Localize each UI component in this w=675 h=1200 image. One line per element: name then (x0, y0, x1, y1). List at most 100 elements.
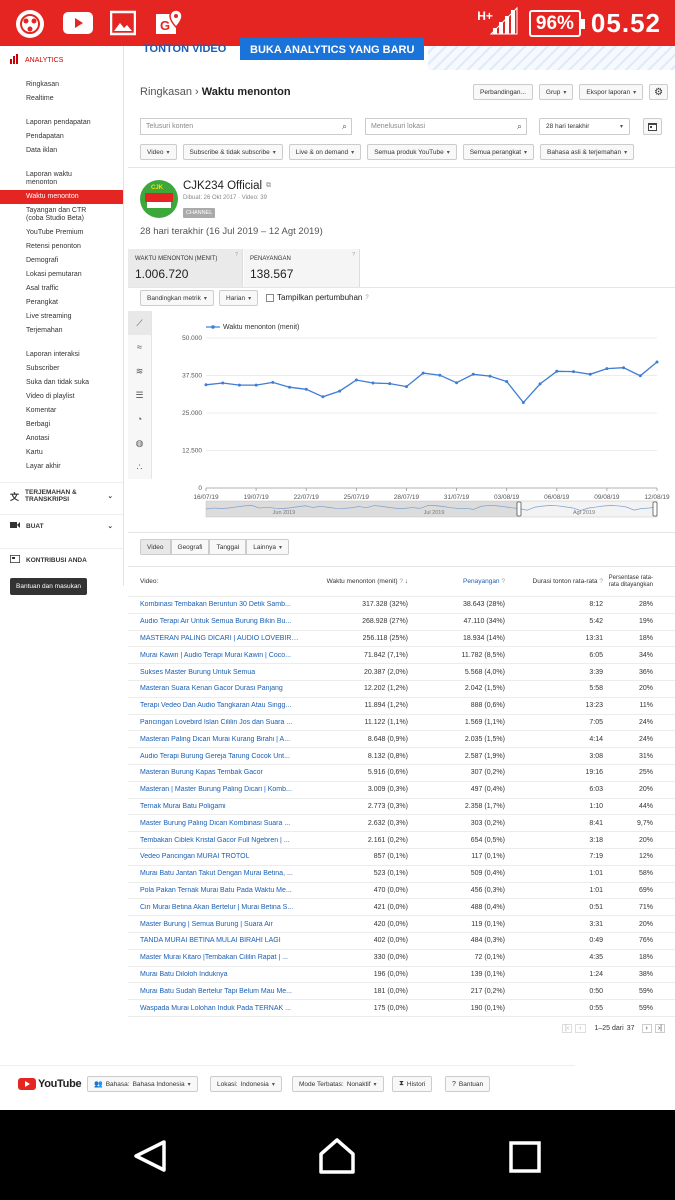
prev-page-button[interactable]: ‹ (575, 1024, 586, 1034)
video-title-link[interactable]: Audio Terapi Burung Gereja Tarung Cocok … (140, 752, 290, 760)
next-page-button[interactable]: › (641, 1024, 652, 1034)
compare-metric-select[interactable]: Bandingkan metrik ▾ (140, 290, 214, 306)
date-range-select[interactable]: 28 hari terakhir ▾ (539, 118, 630, 135)
sort-watch-time[interactable]: Waktu menonton (menit) ? ↓ (326, 578, 408, 585)
sidebar-item-layar-akhir[interactable]: Layar akhir (26, 463, 61, 470)
channel-name[interactable]: CJK234 Official (183, 180, 263, 192)
sidebar-item-demografi[interactable]: Demografi (26, 257, 59, 264)
feedback-button[interactable]: Bantuan dan masukan (10, 578, 88, 595)
filter-product[interactable]: Semua produk YouTube ▾ (367, 144, 457, 160)
sidebar-item-tayangan-ctr[interactable]: Tayangan dan CTR (coba Studio Beta) (26, 207, 87, 222)
video-title-link[interactable]: Master Burung Paling Dicari Kombinasi Su… (140, 819, 291, 827)
growth-checkbox[interactable] (266, 293, 274, 302)
sidebar-section-create[interactable]: BUAT ⌄ (0, 514, 123, 534)
help-button[interactable]: ? Bantuan (445, 1076, 491, 1092)
video-title-link[interactable]: Murai Kawin | Audio Terapi Murai Kawin |… (140, 651, 291, 659)
breadcrumb-ringkasan[interactable]: Ringkasan (140, 86, 192, 98)
bar-chart-icon[interactable]: ☰ (135, 389, 144, 400)
tab-geografi[interactable]: Geografi (170, 539, 210, 555)
last-page-button[interactable]: ›| (654, 1024, 665, 1034)
sidebar-item-live-streaming[interactable]: Live streaming (26, 313, 72, 320)
sidebar-item-berbagi[interactable]: Berbagi (26, 421, 51, 428)
sidebar-item-data-iklan[interactable]: Data iklan (26, 147, 58, 154)
sidebar-item-anotasi[interactable]: Anotasi (26, 435, 50, 442)
youtube-logo[interactable]: YouTube (18, 1078, 82, 1090)
bubble-chart-icon[interactable]: ∴ (136, 461, 143, 472)
video-title-link[interactable]: Sukses Master Burung Untuk Semua (140, 668, 256, 676)
video-title-link[interactable]: Master Burung | Semua Burung | Suara Air (140, 920, 273, 928)
video-title-link[interactable]: Masteran Suara Kenari Gacor Durasi Panja… (140, 685, 283, 693)
video-title-link[interactable]: Pancingan Lovebird Islan Cililin Jos dan… (140, 718, 293, 726)
filter-video[interactable]: Video ▾ (140, 144, 177, 160)
language-select[interactable]: 👥 Bahasa: Bahasa Indonesia ▾ (87, 1076, 198, 1092)
first-page-button[interactable]: |‹ (562, 1024, 573, 1034)
video-title-link[interactable]: Masteran Burung Kapas Tembak Gacor (140, 769, 263, 777)
video-title-link[interactable]: Masteran | Master Burung Paling Dicari |… (140, 786, 292, 794)
video-title-link[interactable]: Kombinasi Tembakan Beruntun 30 Detik Sam… (140, 601, 291, 609)
sidebar-item-komentar[interactable]: Komentar (26, 407, 57, 414)
sidebar-item-realtime[interactable]: Realtime (26, 95, 54, 102)
sort-avg-percent[interactable]: Persentase rata-rata ditayangkan (608, 574, 653, 588)
search-content-input[interactable]: Telusuri konten ⌕ (140, 118, 352, 135)
video-title-link[interactable]: TANDA MURAI BETINA MULAI BIRAHI LAGI (140, 937, 281, 945)
open-new-analytics-button[interactable]: BUKA ANALYTICS YANG BARU (240, 38, 425, 60)
search-location-input[interactable]: Menelusuri lokasi ⌕ (365, 118, 527, 135)
video-title-link[interactable]: Master Murai Kitaro |Tembakan Cililin Ra… (140, 954, 288, 962)
pie-chart-icon[interactable]: ◔ (136, 414, 143, 424)
sidebar-item-lokasi[interactable]: Lokasi pemutaran (26, 271, 82, 278)
recent-apps-icon[interactable] (509, 1141, 541, 1178)
group-button[interactable]: Grup ▾ (538, 84, 574, 100)
sidebar-item-ringkasan[interactable]: Ringkasan (26, 81, 60, 88)
video-title-link[interactable]: Pola Pakan Ternak Murai Batu Pada Waktu … (140, 886, 292, 894)
restricted-mode-select[interactable]: Mode Terbatas: Nonaktif ▾ (292, 1076, 384, 1092)
settings-button[interactable]: ⚙ (649, 84, 669, 100)
video-title-link[interactable]: Tembakan Ciblek Kristal Gacor Full Ngebr… (140, 836, 290, 844)
sidebar-section-contrib[interactable]: KONTRIBUSI ANDA (0, 548, 123, 568)
metric-card-views[interactable]: PENAYANGAN 138.567 ? (244, 249, 360, 287)
video-title-link[interactable]: Murai Batu Jantan Takut Dengan Murai Bet… (140, 870, 293, 878)
sidebar-item-kartu[interactable]: Kartu (26, 449, 43, 456)
video-title-link[interactable]: Murai Batu Diloloh Induknya (140, 970, 228, 978)
home-icon[interactable] (318, 1137, 356, 1180)
export-button[interactable]: Ekspor laporan ▾ (579, 84, 644, 100)
analytics-header[interactable]: ANALYTICS (0, 46, 123, 74)
sort-views[interactable]: Penayangan ? (463, 578, 505, 585)
sidebar-item-youtube-premium[interactable]: YouTube Premium (26, 229, 84, 236)
video-title-link[interactable]: Murai Batu Sudah Bertelur Tapi Belum Mau… (140, 987, 293, 995)
video-title-link[interactable]: Terapi Vedeo Dan Audio Tangkaran Atau Si… (140, 702, 292, 710)
filter-language[interactable]: Bahasa asli & terjemahan ▾ (540, 144, 635, 160)
metric-card-watch-time[interactable]: WAKTU MENONTON (MENIT) 1.006.720 ? (128, 249, 243, 287)
sidebar-item-pendapatan[interactable]: Pendapatan (26, 133, 64, 140)
video-title-link[interactable]: Vedeo Pancingan MURAI TROTOL (140, 853, 250, 861)
sidebar-section-translate[interactable]: 文 TERJEMAHAN & TRANSKRIPSI ⌄ (0, 482, 123, 506)
filter-device[interactable]: Semua perangkat ▾ (462, 144, 535, 160)
calendar-button[interactable] (643, 118, 662, 135)
history-button[interactable]: ⧗ Histori (392, 1076, 433, 1092)
filter-subscribe[interactable]: Subscribe & tidak subscribe ▾ (182, 144, 283, 160)
video-title-link[interactable]: Ternak Murai Batu Poligami (140, 802, 226, 810)
sidebar-item-laporan-interaksi[interactable]: Laporan interaksi (26, 351, 80, 358)
map-chart-icon[interactable]: ◍ (135, 437, 144, 448)
copy-icon[interactable]: ⧉ (266, 182, 272, 189)
sidebar-item-terjemahan[interactable]: Terjemahan (26, 327, 63, 334)
back-icon[interactable] (132, 1138, 168, 1179)
video-title-link[interactable]: Masteran Paling Dicari Murai Kurang Bira… (140, 735, 291, 743)
location-select[interactable]: Lokasi: Indonesia ▾ (210, 1076, 282, 1092)
sidebar-item-retensi[interactable]: Retensi penonton (26, 243, 81, 250)
line-chart-icon[interactable]: ⟋ (128, 311, 151, 335)
video-title-link[interactable]: Audio Terapi Air Untuk Semua Burung Biki… (140, 618, 292, 626)
sort-avg-duration[interactable]: Durasi tonton rata-rata ? (532, 578, 603, 585)
video-title-link[interactable]: Ciri Murai Betina Akan Bertelur | Murai … (140, 903, 294, 911)
sidebar-item-perangkat[interactable]: Perangkat (26, 299, 58, 306)
multi-line-chart-icon[interactable]: ≈ (137, 342, 142, 352)
sidebar-item-asal-traffic[interactable]: Asal traffic (26, 285, 59, 292)
interval-select[interactable]: Harian ▾ (219, 290, 259, 306)
sidebar-item-waktu-menonton[interactable]: Waktu menonton (0, 190, 123, 204)
video-title-link[interactable]: MASTERAN PALING DICARI | AUDIO LOVEBIRD.… (140, 634, 300, 642)
tab-lainnya[interactable]: Lainnya ▾ (246, 539, 290, 555)
tab-tanggal[interactable]: Tanggal (209, 539, 247, 555)
sidebar-item-subscriber[interactable]: Subscriber (26, 365, 60, 372)
sidebar-item-laporan-waktu-menonton[interactable]: Laporan waktu menonton (26, 171, 72, 186)
sidebar-item-playlist[interactable]: Video di playlist (26, 393, 75, 400)
area-chart-icon[interactable]: ≋ (135, 365, 144, 376)
